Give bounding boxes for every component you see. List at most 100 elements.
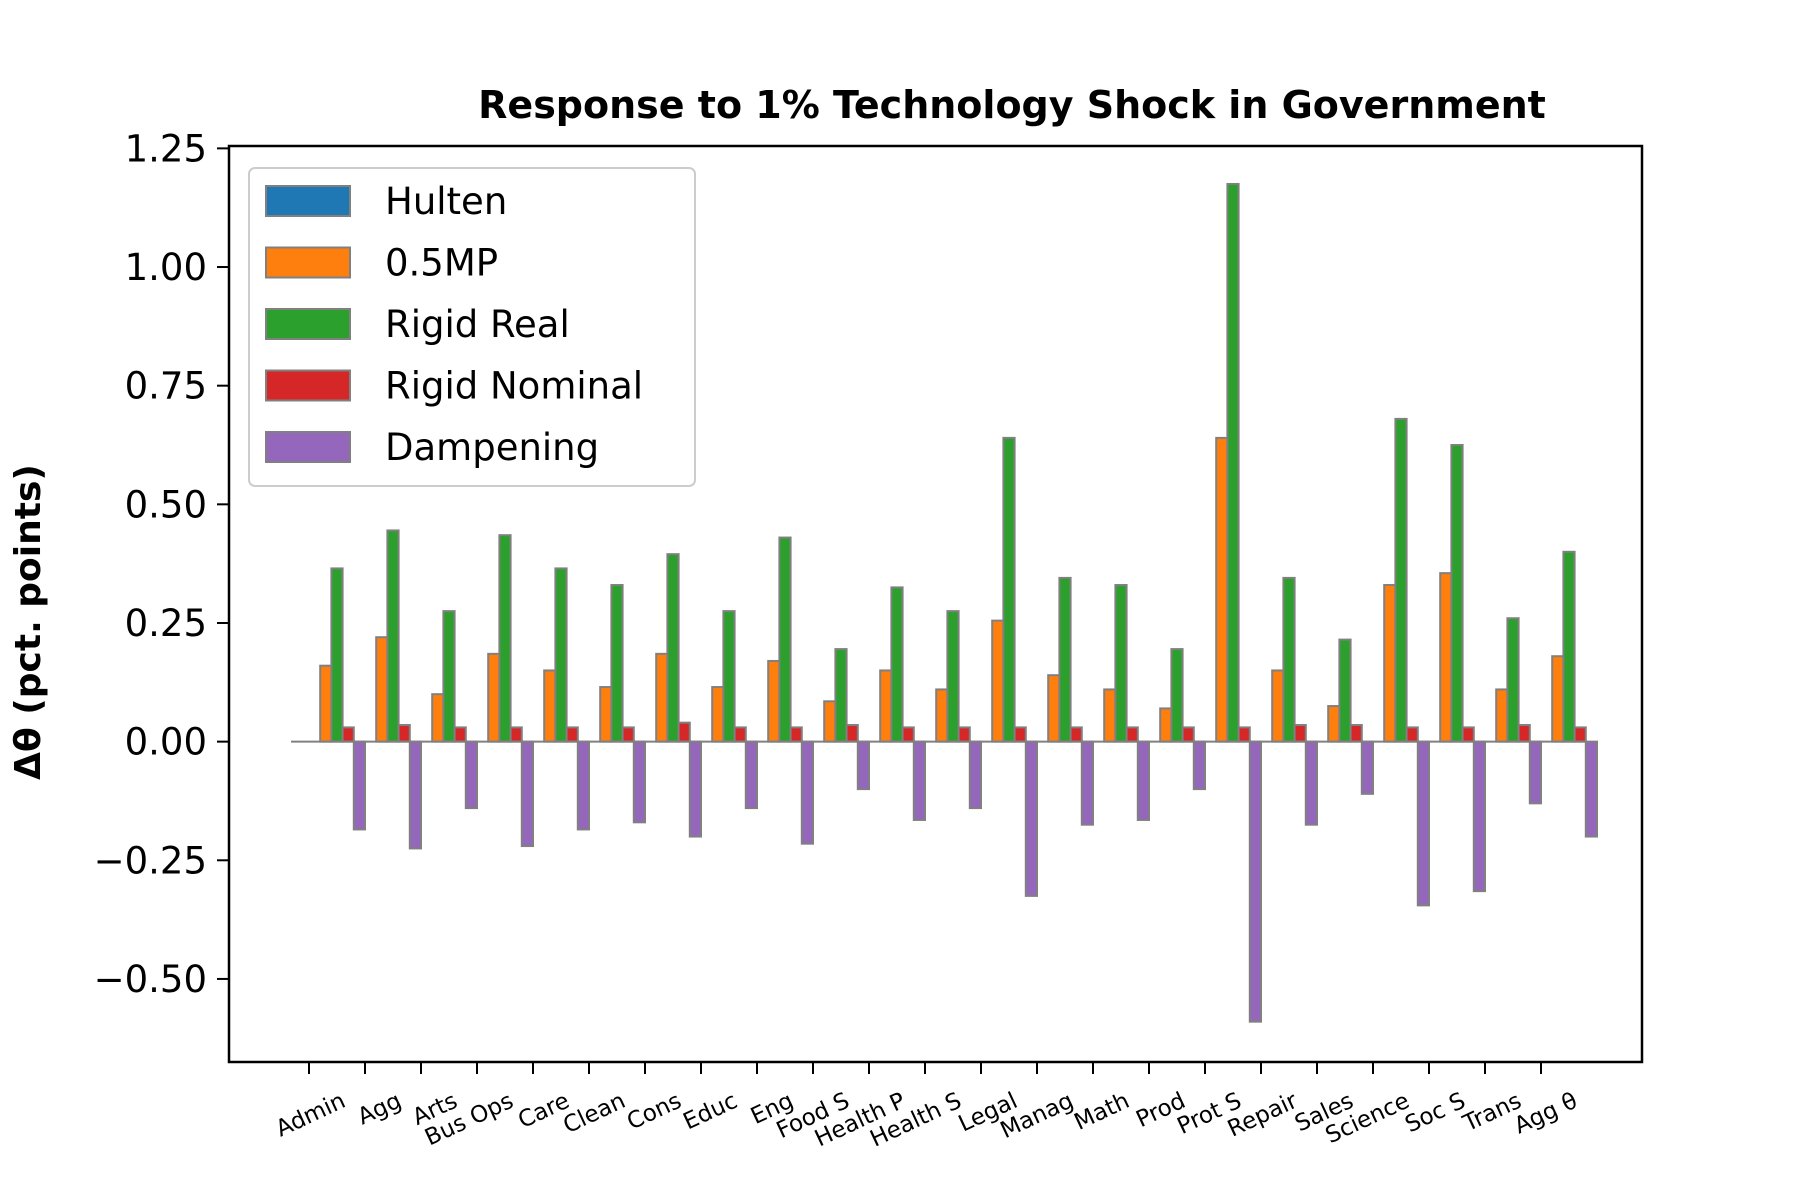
bar-dampening-8 xyxy=(800,740,814,845)
legend-swatch xyxy=(265,308,351,340)
bar-dampening-21 xyxy=(1528,740,1543,805)
bar-0-5mp-4 xyxy=(543,669,557,743)
legend-label: 0.5MP xyxy=(385,242,498,285)
bar-0-5mp-6 xyxy=(655,652,669,743)
y-axis-label: Δθ (pct. points) xyxy=(8,464,49,780)
bar-dampening-17 xyxy=(1304,740,1319,826)
legend-box xyxy=(248,167,696,487)
bar-rigid-nominal-16 xyxy=(1237,726,1251,743)
bar-rigid-nominal-6 xyxy=(677,721,691,743)
bar-rigid-nominal-9 xyxy=(845,724,859,743)
legend-label: Rigid Nominal xyxy=(385,365,643,408)
bar-0-5mp-20 xyxy=(1439,572,1453,743)
bar-rigid-nominal-1 xyxy=(397,724,411,743)
legend-label: Dampening xyxy=(385,426,599,469)
bar-dampening-1 xyxy=(408,740,422,850)
bar-0-5mp-17 xyxy=(1271,669,1285,743)
x-tick-label: Admin xyxy=(272,1088,349,1143)
bar-dampening-2 xyxy=(464,740,478,810)
bar-rigid-nominal-10 xyxy=(901,726,915,743)
bar-rigid-real-0 xyxy=(330,567,344,743)
plot-frame xyxy=(227,144,1644,1064)
bar-0-5mp-15 xyxy=(1159,707,1173,743)
bar-rigid-nominal-14 xyxy=(1125,726,1139,743)
bar-rigid-real-11 xyxy=(946,610,960,743)
x-tick-label: Educ xyxy=(679,1088,741,1135)
bar-dampening-3 xyxy=(520,740,534,848)
bar-rigid-real-7 xyxy=(722,610,736,743)
bar-rigid-nominal-4 xyxy=(565,726,579,743)
bar-rigid-nominal-2 xyxy=(453,726,467,743)
bar-rigid-nominal-21 xyxy=(1517,724,1531,743)
y-tick-label: 0.00 xyxy=(125,721,207,764)
bar-0-5mp-14 xyxy=(1103,688,1117,743)
bar-rigid-real-8 xyxy=(778,536,792,743)
bar-rigid-nominal-8 xyxy=(789,726,803,743)
bar-0-5mp-2 xyxy=(431,693,445,743)
bar-rigid-real-9 xyxy=(834,648,848,743)
bar-dampening-19 xyxy=(1416,740,1431,907)
bar-0-5mp-13 xyxy=(1047,674,1061,743)
bar-rigid-nominal-5 xyxy=(621,726,635,743)
y-tick-label: −0.25 xyxy=(94,839,207,882)
bar-rigid-real-3 xyxy=(498,534,512,743)
bar-0-5mp-1 xyxy=(375,636,389,743)
x-tick-label: Agg θ xyxy=(1510,1088,1581,1140)
chart-title: Response to 1% Technology Shock in Gover… xyxy=(478,83,1546,127)
legend-swatch xyxy=(265,185,351,217)
legend-swatch xyxy=(265,246,351,279)
bar-dampening-15 xyxy=(1192,740,1207,791)
legend-label: Rigid Real xyxy=(385,303,570,346)
y-axis: −0.50 −0.25 0.00 0.25 0.50 0.75 1.00 1.25 xyxy=(94,127,229,1001)
bar-rigid-real-2 xyxy=(442,610,456,743)
bar-dampening-0 xyxy=(352,740,366,831)
bar-0-5mp-7 xyxy=(711,686,725,743)
bar-dampening-11 xyxy=(968,740,982,810)
bar-dampening-4 xyxy=(576,740,590,831)
y-tick-label: 0.50 xyxy=(125,483,207,526)
bar-dampening-22 xyxy=(1584,740,1599,838)
bar-rigid-nominal-20 xyxy=(1461,726,1475,743)
bar-dampening-18 xyxy=(1360,740,1375,795)
bar-rigid-nominal-0 xyxy=(341,726,355,743)
bar-rigid-real-14 xyxy=(1114,584,1128,743)
bar-0-5mp-3 xyxy=(487,652,501,743)
bar-0-5mp-5 xyxy=(599,686,613,743)
bar-rigid-nominal-19 xyxy=(1405,726,1419,743)
bar-0-5mp-11 xyxy=(935,688,949,743)
bar-rigid-real-15 xyxy=(1170,648,1184,743)
bar-rigid-real-18 xyxy=(1338,638,1352,743)
legend-swatch xyxy=(265,369,351,402)
bar-rigid-real-17 xyxy=(1282,576,1296,743)
y-tick-label: 1.00 xyxy=(125,246,207,289)
bar-rigid-real-5 xyxy=(610,584,624,743)
bar-rigid-real-22 xyxy=(1562,550,1576,743)
bar-rigid-nominal-15 xyxy=(1181,726,1195,743)
bar-0-5mp-9 xyxy=(823,700,837,743)
bar-0-5mp-8 xyxy=(767,659,781,743)
bar-dampening-5 xyxy=(632,740,646,824)
bar-rigid-real-21 xyxy=(1506,617,1520,743)
bar-dampening-7 xyxy=(744,740,758,810)
bar-rigid-nominal-18 xyxy=(1349,724,1363,743)
bar-0-5mp-0 xyxy=(319,664,333,743)
bar-rigid-real-20 xyxy=(1450,444,1464,743)
bar-rigid-nominal-22 xyxy=(1573,726,1587,743)
bar-dampening-20 xyxy=(1472,740,1487,893)
bar-rigid-nominal-12 xyxy=(1013,726,1027,743)
bar-0-5mp-10 xyxy=(879,669,893,743)
bar-dampening-6 xyxy=(688,740,702,838)
bar-rigid-real-16 xyxy=(1226,182,1240,743)
bar-0-5mp-19 xyxy=(1383,584,1397,743)
y-tick-label: −0.50 xyxy=(94,958,207,1001)
bar-rigid-real-4 xyxy=(554,567,568,743)
bar-0-5mp-16 xyxy=(1215,436,1229,743)
y-tick-label: 0.25 xyxy=(125,602,207,645)
bar-rigid-real-10 xyxy=(890,586,904,743)
bar-rigid-real-19 xyxy=(1394,417,1408,743)
bar-0-5mp-21 xyxy=(1495,688,1509,743)
bar-rigid-real-13 xyxy=(1058,576,1072,743)
legend: Hulten 0.5MP Rigid Real Rigid Nominal Dampen… xyxy=(248,167,696,487)
